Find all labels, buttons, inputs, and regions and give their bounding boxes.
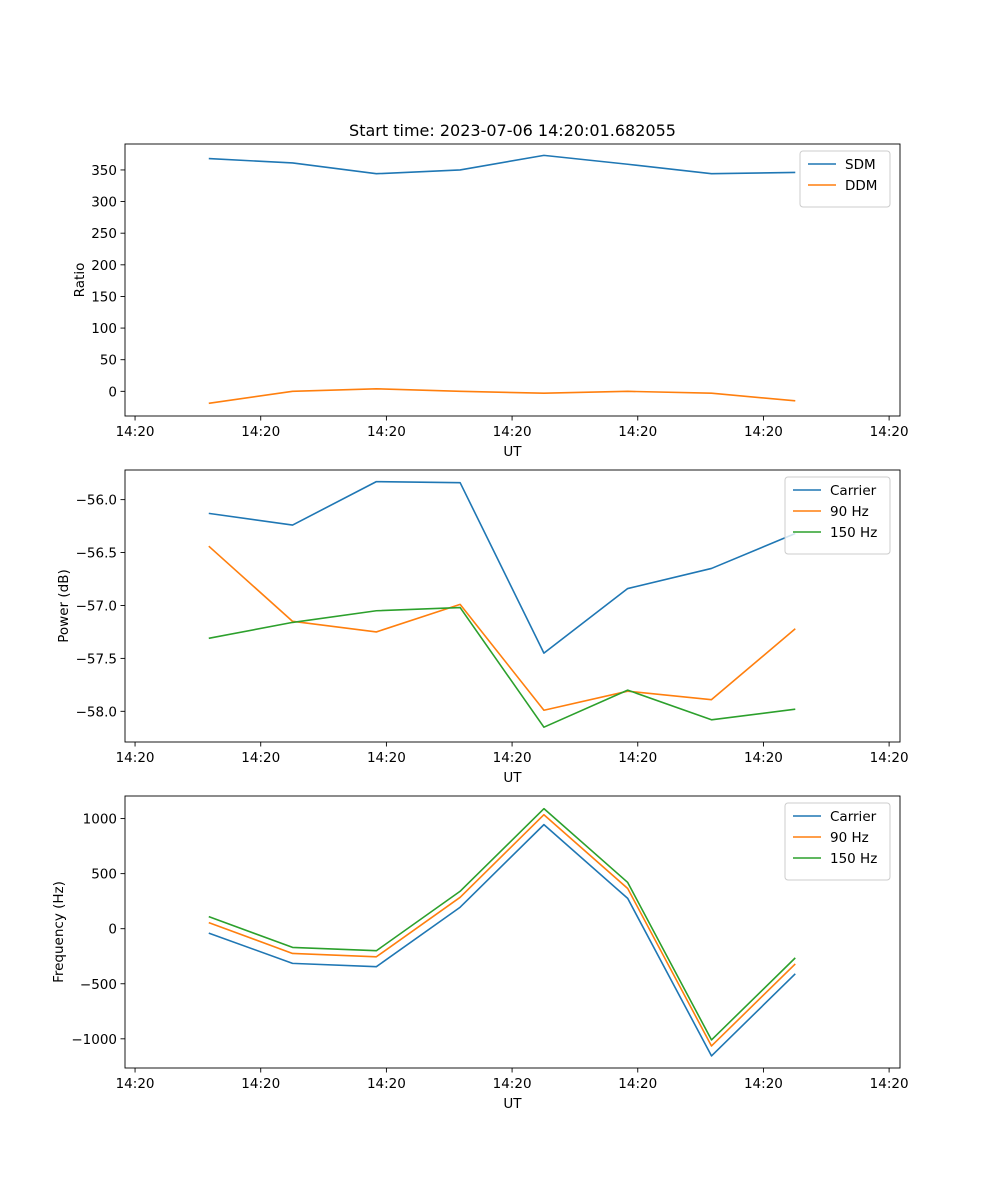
legend-label: DDM <box>845 178 877 194</box>
legend-label: 150 Hz <box>830 851 877 867</box>
x-tick-label: 14:20 <box>870 1076 909 1092</box>
series-line-ddm <box>208 387 796 405</box>
x-axis-label: UT <box>503 770 522 786</box>
x-tick-label: 14:20 <box>744 1076 783 1092</box>
y-tick-label: 100 <box>91 321 117 337</box>
y-tick-label: −56.5 <box>76 546 117 562</box>
x-tick-label: 14:20 <box>367 750 406 766</box>
x-tick-label: 14:20 <box>367 424 406 440</box>
series-line-90-hz <box>208 545 796 712</box>
x-tick-label: 14:20 <box>116 1076 155 1092</box>
series-line-carrier <box>208 480 796 654</box>
chart-panel-2: 14:20 14:20 14:20 14:20 14:20 14:20 14:20 −58.0… <box>56 469 909 786</box>
chart-panel-1: 14:20 14:20 14:20 14:20 14:20 14:20 14:20 0 50 10… <box>72 143 909 460</box>
y-tick-label: 50 <box>100 353 117 369</box>
x-axis-label: UT <box>503 1096 522 1112</box>
y-tick-label: 500 <box>91 867 117 883</box>
chart-panels: 14:20 14:20 14:20 14:20 14:20 14:20 14:20 0 50 10… <box>51 143 909 1112</box>
y-tick-label: 150 <box>91 289 117 305</box>
legend-label: 150 Hz <box>830 525 877 541</box>
legend-label: 90 Hz <box>830 830 869 846</box>
y-tick-label: 350 <box>91 163 117 179</box>
plot-area <box>125 470 900 742</box>
x-tick-label: 14:20 <box>116 424 155 440</box>
x-axis-label: UT <box>503 444 522 460</box>
x-tick-label: 14:20 <box>744 424 783 440</box>
x-tick-label: 14:20 <box>493 750 532 766</box>
y-axis-label: Frequency (Hz) <box>51 881 67 983</box>
x-tick-label: 14:20 <box>870 750 909 766</box>
y-tick-label: −1000 <box>71 1032 117 1048</box>
legend-label: Carrier <box>830 483 877 499</box>
y-tick-label: −500 <box>80 977 117 993</box>
legend-box <box>799 150 891 208</box>
x-tick-label: 14:20 <box>618 750 657 766</box>
legend: Carrier 90 Hz 150 Hz <box>784 476 891 555</box>
y-tick-label: 250 <box>91 226 117 242</box>
y-tick-label: 200 <box>91 258 117 274</box>
y-axis-label: Power (dB) <box>56 569 72 642</box>
x-tick-label: 14:20 <box>744 750 783 766</box>
y-tick-label: 0 <box>108 384 117 400</box>
x-tick-label: 14:20 <box>241 750 280 766</box>
legend-label: SDM <box>845 157 876 173</box>
x-tick-label: 14:20 <box>241 424 280 440</box>
y-tick-label: −57.5 <box>76 651 117 667</box>
x-tick-label: 14:20 <box>116 750 155 766</box>
y-tick-label: −56.0 <box>76 493 117 509</box>
legend: SDM DDM <box>799 150 891 208</box>
y-tick-label: 0 <box>108 922 117 938</box>
y-tick-label: 1000 <box>83 812 117 828</box>
x-tick-label: 14:20 <box>493 1076 532 1092</box>
y-tick-label: −58.0 <box>76 704 117 720</box>
series-group <box>208 807 796 1057</box>
series-line-150-hz <box>208 807 796 1041</box>
figure-title: Start time: 2023-07-06 14:20:01.682055 <box>349 121 676 140</box>
series-group <box>208 480 796 728</box>
x-tick-label: 14:20 <box>618 1076 657 1092</box>
series-line-90-hz <box>208 813 796 1047</box>
x-tick-label: 14:20 <box>241 1076 280 1092</box>
legend: Carrier 90 Hz 150 Hz <box>784 802 891 881</box>
legend-label: Carrier <box>830 809 877 825</box>
chart-panel-3: 14:20 14:20 14:20 14:20 14:20 14:20 14:20 −1000… <box>51 795 909 1112</box>
y-tick-label: 300 <box>91 195 117 211</box>
x-tick-label: 14:20 <box>618 424 657 440</box>
y-tick-label: −57.0 <box>76 598 117 614</box>
legend-box <box>784 476 891 555</box>
series-line-sdm <box>208 154 796 175</box>
legend-box <box>784 802 891 881</box>
legend-label: 90 Hz <box>830 504 869 520</box>
x-tick-label: 14:20 <box>870 424 909 440</box>
series-line-150-hz <box>208 606 796 728</box>
series-group <box>208 154 796 405</box>
plot-area <box>125 144 900 416</box>
y-axis-label: Ratio <box>72 263 88 298</box>
x-tick-label: 14:20 <box>367 1076 406 1092</box>
x-tick-label: 14:20 <box>493 424 532 440</box>
series-line-carrier <box>208 823 796 1057</box>
plot-area <box>125 796 900 1068</box>
